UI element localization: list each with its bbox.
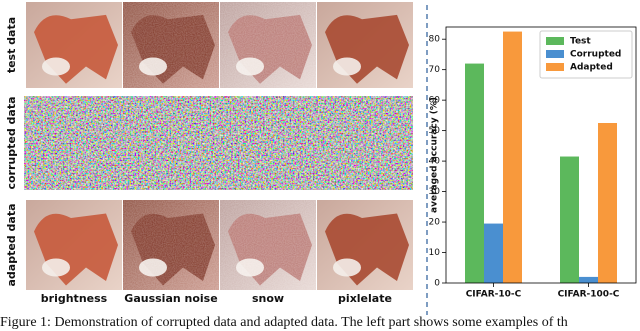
column-label: Gaussian noise [124, 292, 217, 305]
image-highlight [333, 258, 361, 277]
image-cell [218, 96, 316, 190]
column-label: snow [252, 292, 284, 305]
bar [560, 156, 579, 283]
image-grid: test data corrupted data adapted data brigh… [5, 2, 413, 305]
y-axis-label: averaged accuracy (%) [430, 97, 440, 213]
y-tick-label: 0 [434, 279, 440, 289]
column-label: pixlelate [338, 292, 392, 305]
image-grain [123, 2, 219, 88]
image-cell [315, 96, 413, 190]
x-tick-label: CIFAR-10-C [466, 290, 522, 300]
image-highlight [42, 258, 70, 277]
row-label: adapted data [5, 204, 18, 287]
y-tick-label: 50 [429, 126, 441, 136]
axes-frame [445, 26, 637, 284]
bar [484, 223, 503, 283]
image-highlight [333, 57, 361, 76]
y-tick-label: 30 [429, 187, 441, 197]
y-tick-label: 70 [429, 65, 441, 75]
row-label: test data [5, 17, 18, 73]
image-highlight [42, 57, 70, 76]
image-cell [24, 96, 122, 190]
legend-swatch [546, 50, 564, 58]
y-tick-label: 20 [429, 218, 441, 228]
y-tick-label: 10 [429, 248, 441, 258]
column-label: brightness [41, 292, 108, 305]
bar-chart: 0 10 20 30 40 50 60 70 80 averaged accuracy (%) CI… [429, 26, 637, 300]
legend-label: Test [570, 37, 591, 47]
legend-swatch [546, 37, 564, 45]
x-tick-label: CIFAR-100-C [558, 290, 620, 300]
bar [579, 276, 598, 283]
row-label: corrupted data [5, 96, 18, 189]
image-grain [220, 2, 316, 88]
legend-label: Adapted [570, 63, 613, 73]
y-tick-label: 40 [429, 157, 441, 167]
image-cell [121, 96, 219, 190]
bar [465, 63, 484, 284]
caption: Figure 1: Demonstration of corrupted dat… [0, 315, 568, 330]
y-tick-label: 60 [429, 96, 441, 106]
image-grain [220, 200, 316, 290]
legend-swatch [546, 63, 564, 71]
bar [503, 31, 522, 284]
legend-label: Corrupted [570, 50, 621, 60]
image-grain [123, 200, 219, 290]
y-tick-label: 80 [429, 35, 441, 45]
bar [598, 123, 617, 283]
